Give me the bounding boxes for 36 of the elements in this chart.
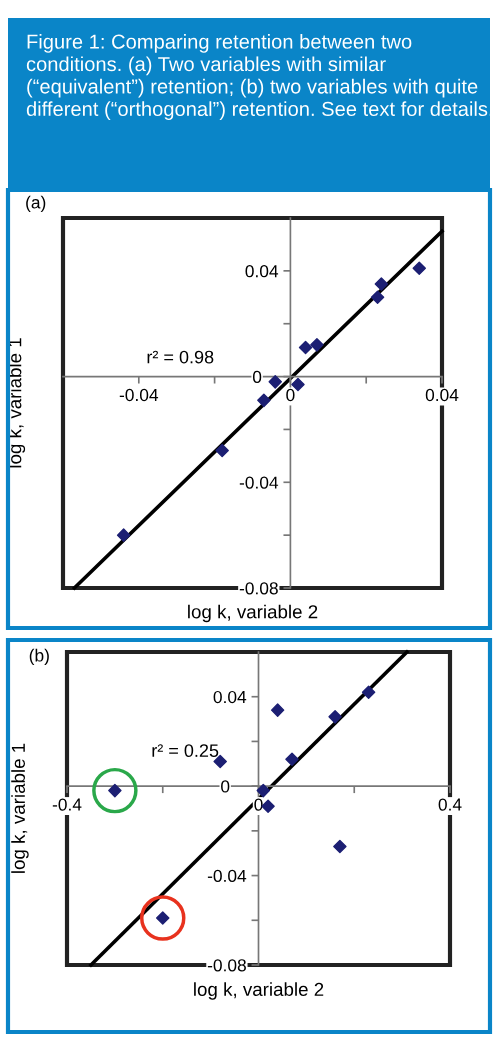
- point: [298, 340, 313, 355]
- point: [270, 703, 285, 717]
- point: [310, 338, 324, 352]
- point: [257, 393, 271, 408]
- text: (a): [26, 195, 46, 212]
- x-axis-title: log k, variable 2: [188, 604, 318, 623]
- annotation: r² = 0.98: [147, 350, 214, 364]
- point: [333, 839, 347, 854]
- y-tick-label: -0.04: [207, 869, 247, 883]
- y-axis-title: log k, variable 1: [11, 743, 29, 873]
- point: [412, 261, 427, 275]
- y-tick-label: -0.08: [239, 582, 278, 595]
- y-tick-label: -0.08: [207, 959, 246, 972]
- text: (b): [29, 648, 49, 666]
- x-axis-title: log k, variable 2: [194, 982, 324, 1000]
- point: [374, 277, 389, 291]
- x-tick-label: 0.04: [425, 388, 459, 402]
- annotation: r² = 0.25: [152, 744, 219, 758]
- y-tick-label: 0: [252, 370, 262, 384]
- point: [328, 710, 342, 724]
- point: [268, 375, 282, 389]
- chart-title: Figure 1: Comparing retention between two conditions. (a) Two variables with similar (“equivalent”) retention; (b) two variables with quite different (“orthogonal”) retention. See text for details.: [26, 34, 492, 121]
- point: [215, 443, 229, 458]
- y-tick-label: 0.04: [245, 265, 279, 278]
- point: [285, 752, 299, 767]
- y-tick-label: -0.04: [239, 476, 279, 489]
- point: [256, 783, 271, 798]
- x-tick-label: -0.4: [52, 798, 82, 811]
- y-tick-label: 0: [221, 780, 230, 793]
- point: [370, 290, 385, 305]
- x-tick-label: 0: [286, 388, 295, 402]
- point: [116, 528, 131, 542]
- x-tick-label: 0.4: [438, 798, 462, 811]
- y-tick-label: 0.04: [213, 690, 247, 704]
- point: [361, 685, 376, 699]
- x-tick-label: -0.04: [119, 388, 159, 402]
